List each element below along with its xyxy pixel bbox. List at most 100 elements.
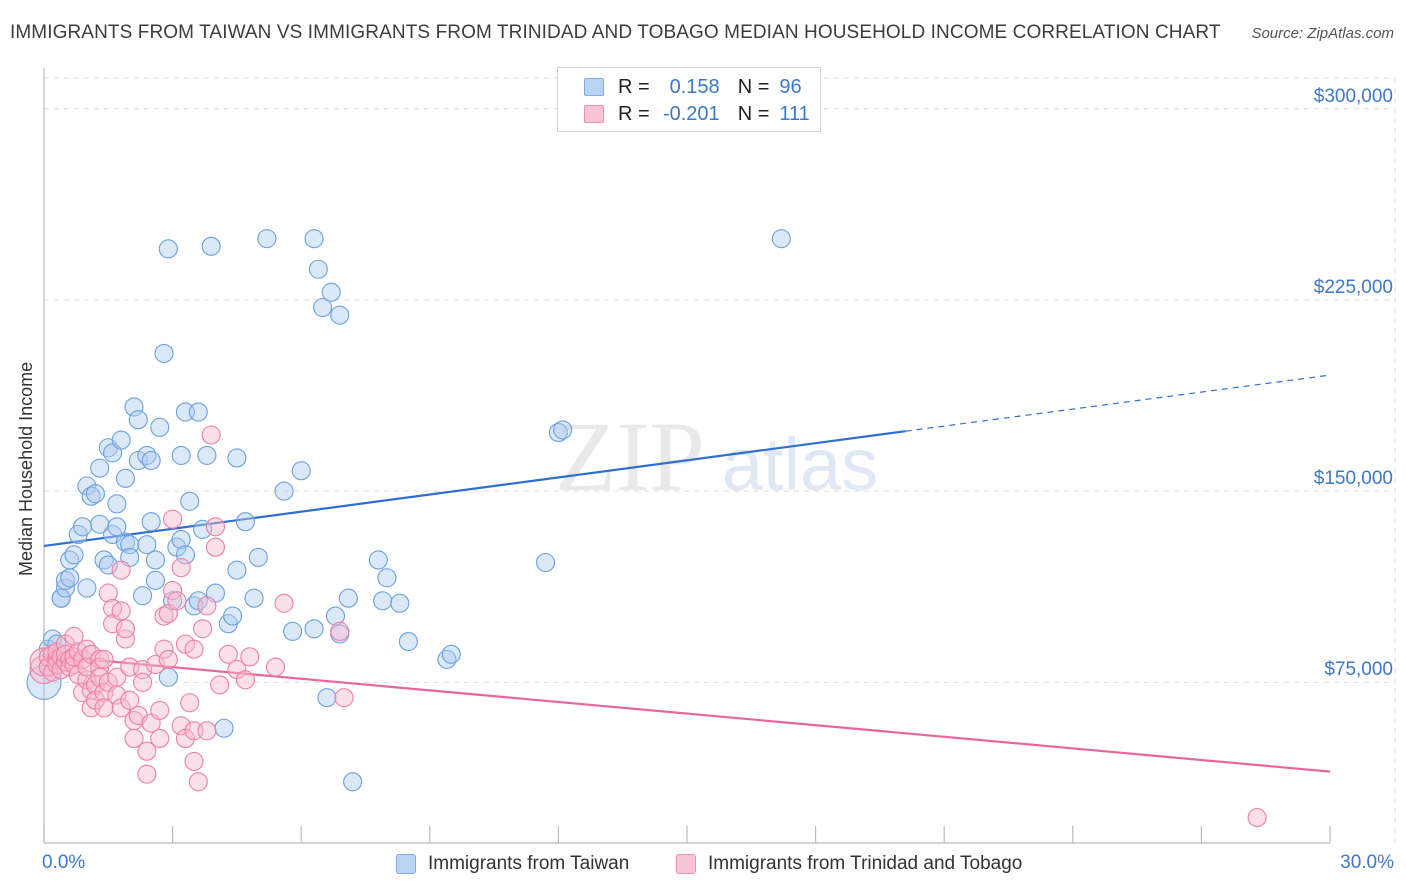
- legend-label-trinidad: Immigrants from Trinidad and Tobago: [708, 853, 1023, 874]
- data-point-taiwan: [171, 529, 191, 550]
- data-point-taiwan: [244, 588, 264, 608]
- data-point-taiwan: [55, 578, 75, 598]
- data-point-taiwan: [60, 568, 80, 588]
- data-point-taiwan: [313, 297, 333, 318]
- data-point-trinidad: [218, 644, 238, 664]
- y-tick-label-150000: $150,000: [1313, 468, 1393, 489]
- data-point-taiwan: [257, 229, 277, 249]
- data-point-taiwan: [377, 568, 397, 588]
- data-point-taiwan: [325, 606, 346, 626]
- stats-r-label: R =: [618, 75, 650, 98]
- data-point-taiwan: [274, 481, 294, 501]
- data-point-taiwan: [133, 586, 153, 606]
- data-point-taiwan: [398, 631, 418, 652]
- data-point-trinidad: [124, 728, 144, 749]
- data-point-trinidad: [334, 688, 354, 708]
- data-point-trinidad: [180, 693, 200, 713]
- data-point-taiwan: [77, 578, 97, 598]
- data-point-trinidad: [154, 639, 174, 659]
- data-point-trinidad: [167, 591, 187, 611]
- data-point-taiwan: [188, 402, 208, 422]
- data-points: [26, 229, 1267, 828]
- data-point-taiwan: [115, 468, 135, 488]
- data-point-trinidad: [137, 741, 157, 761]
- data-point-taiwan: [771, 229, 791, 249]
- data-point-trinidad: [120, 690, 140, 710]
- data-point-trinidad: [115, 619, 135, 639]
- data-point-trinidad: [235, 670, 256, 690]
- data-point-taiwan: [141, 512, 161, 532]
- data-point-taiwan: [51, 588, 71, 608]
- data-point-trinidad: [188, 772, 208, 792]
- data-point-taiwan: [163, 591, 183, 611]
- stats-r-label: R =: [618, 102, 650, 125]
- stats-box: R = 0.158 N = 96 R = -0.201 N = 111: [557, 67, 821, 132]
- stats-swatch-taiwan: [584, 78, 604, 96]
- stats-r-value: 0.158: [669, 75, 720, 98]
- data-point-taiwan: [180, 491, 200, 511]
- data-point-trinidad: [115, 629, 135, 649]
- data-point-trinidad: [107, 685, 127, 705]
- data-point-trinidad: [145, 654, 166, 675]
- data-point-trinidad: [158, 649, 178, 669]
- trend-line-taiwan: [43, 430, 906, 548]
- data-point-taiwan: [291, 461, 311, 481]
- data-point-taiwan: [201, 236, 221, 256]
- legend-swatch-trinidad: [676, 854, 696, 874]
- axes: [43, 68, 1331, 844]
- x-tick-label-max: 30.0%: [1340, 852, 1394, 873]
- data-point-taiwan: [235, 512, 256, 532]
- data-point-trinidad: [184, 751, 204, 771]
- y-tick-label-225000: $225,000: [1313, 277, 1393, 298]
- stats-r-value: -0.201: [662, 102, 720, 125]
- data-point-trinidad: [171, 558, 191, 578]
- data-point-taiwan: [441, 644, 461, 664]
- data-point-trinidad: [137, 764, 157, 784]
- gridlines: [44, 77, 1396, 843]
- watermark-atlas: atlas: [722, 423, 878, 506]
- data-point-taiwan: [107, 517, 127, 537]
- data-point-taiwan: [85, 484, 105, 504]
- data-point-taiwan: [214, 718, 234, 738]
- data-point-taiwan: [90, 458, 110, 478]
- data-point-taiwan: [73, 517, 93, 537]
- chart-title: IMMIGRANTS FROM TAIWAN VS IMMIGRANTS FRO…: [10, 22, 1221, 43]
- data-point-trinidad: [64, 626, 84, 647]
- data-point-taiwan: [283, 621, 303, 641]
- data-point-trinidad: [163, 509, 183, 529]
- data-point-trinidad: [98, 583, 118, 603]
- data-point-trinidad: [205, 517, 226, 537]
- legend-item-taiwan[interactable]: Immigrants from Taiwan: [396, 853, 629, 875]
- data-point-taiwan: [343, 772, 363, 792]
- chart-source: Source: ZipAtlas.com: [1251, 25, 1394, 42]
- data-point-taiwan: [390, 593, 410, 613]
- data-point-taiwan: [535, 552, 556, 573]
- data-point-taiwan: [373, 591, 393, 611]
- stats-n-value: 111: [779, 102, 810, 125]
- trend-extension-taiwan: [905, 374, 1331, 432]
- data-point-trinidad: [205, 537, 226, 557]
- data-point-trinidad: [163, 580, 183, 601]
- data-point-taiwan: [304, 619, 324, 639]
- data-point-taiwan: [145, 570, 166, 590]
- data-point-trinidad: [330, 621, 350, 641]
- data-point-taiwan: [145, 550, 166, 570]
- legend-label-taiwan: Immigrants from Taiwan: [428, 853, 630, 874]
- trend-lines: [43, 374, 1331, 773]
- data-point-taiwan: [330, 305, 350, 325]
- data-point-trinidad: [210, 675, 230, 695]
- data-point-taiwan: [317, 688, 337, 708]
- y-tick-label-300000: $300,000: [1313, 86, 1393, 107]
- data-point-taiwan: [227, 560, 247, 580]
- data-point-taiwan: [223, 606, 243, 626]
- data-point-trinidad: [94, 698, 114, 718]
- data-point-taiwan: [248, 547, 268, 567]
- data-point-trinidad: [111, 560, 131, 580]
- y-axis-title: Median Household Income: [16, 361, 36, 576]
- data-point-taiwan: [141, 450, 161, 471]
- data-point-taiwan: [308, 259, 328, 279]
- legend-item-trinidad[interactable]: Immigrants from Trinidad and Tobago: [676, 853, 1022, 875]
- stats-n-label: N =: [737, 102, 770, 125]
- data-point-taiwan: [158, 239, 178, 259]
